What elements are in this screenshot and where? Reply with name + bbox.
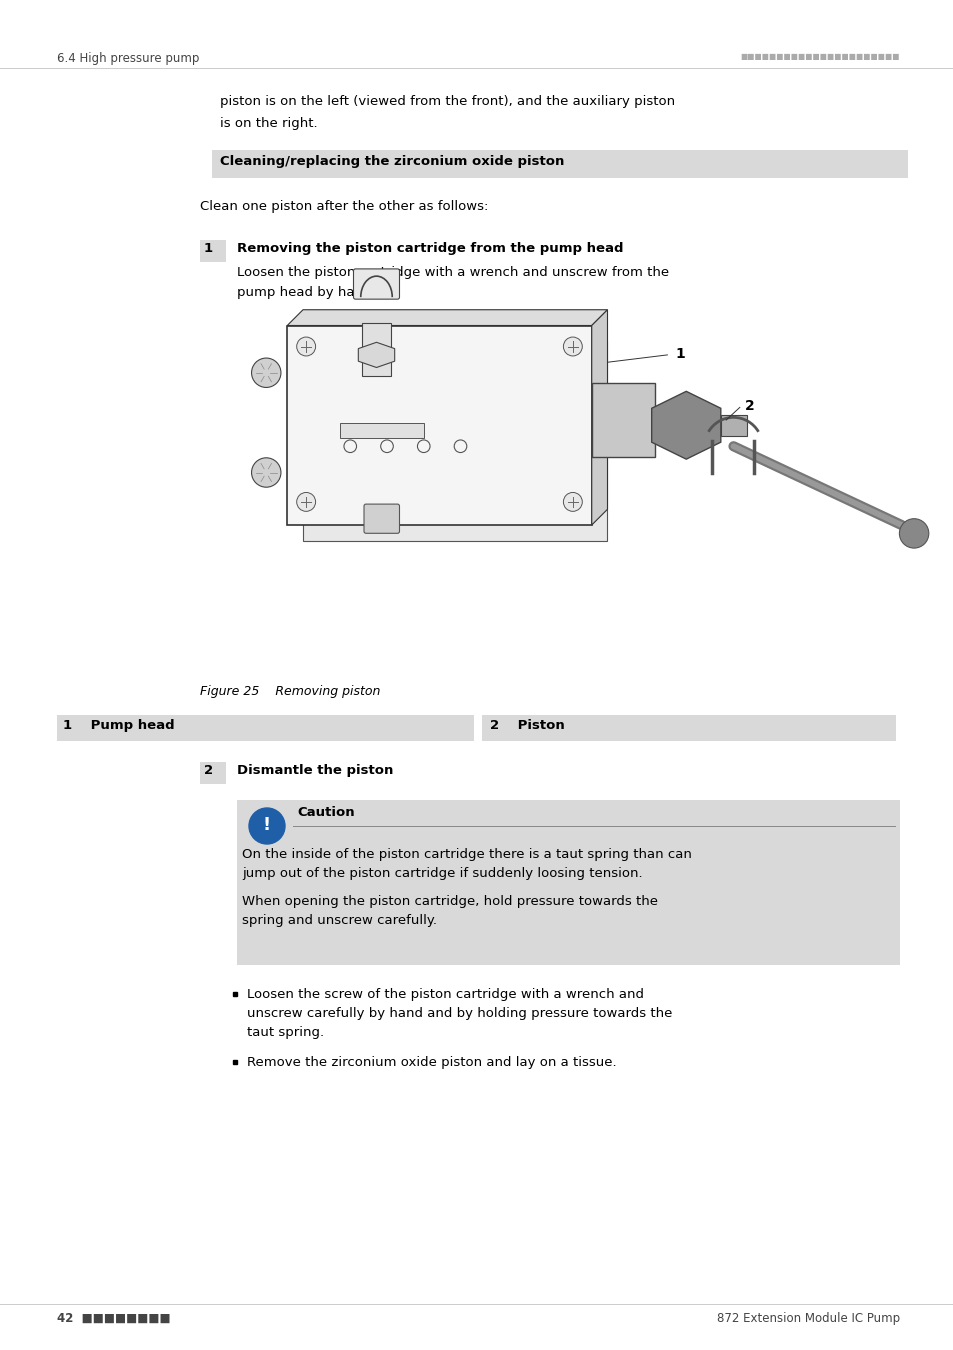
- Text: jump out of the piston cartridge if suddenly loosing tension.: jump out of the piston cartridge if sudd…: [242, 867, 642, 880]
- FancyBboxPatch shape: [364, 504, 399, 533]
- Text: 2: 2: [204, 764, 213, 778]
- Text: Remove the zirconium oxide piston and lay on a tissue.: Remove the zirconium oxide piston and la…: [247, 1056, 616, 1069]
- FancyBboxPatch shape: [591, 383, 654, 456]
- Polygon shape: [591, 309, 607, 525]
- Text: Caution: Caution: [296, 806, 355, 819]
- Polygon shape: [651, 392, 720, 459]
- Circle shape: [252, 458, 280, 487]
- Text: 872 Extension Module IC Pump: 872 Extension Module IC Pump: [716, 1312, 899, 1324]
- Text: piston is on the left (viewed from the front), and the auxiliary piston: piston is on the left (viewed from the f…: [220, 95, 675, 108]
- Text: On the inside of the piston cartridge there is a taut spring than can: On the inside of the piston cartridge th…: [242, 848, 691, 861]
- Bar: [720, 414, 746, 436]
- Bar: [57, 716, 474, 741]
- Text: When opening the piston cartridge, hold pressure towards the: When opening the piston cartridge, hold …: [242, 895, 658, 909]
- Text: 1    Pump head: 1 Pump head: [63, 720, 174, 732]
- Bar: [200, 761, 226, 784]
- Text: Loosen the piston cartridge with a wrench and unscrew from the: Loosen the piston cartridge with a wrenc…: [236, 266, 668, 279]
- Bar: [361, 324, 391, 375]
- Text: 6.4 High pressure pump: 6.4 High pressure pump: [57, 53, 199, 65]
- Text: Loosen the screw of the piston cartridge with a wrench and: Loosen the screw of the piston cartridge…: [247, 988, 643, 1000]
- Text: Removing the piston cartridge from the pump head: Removing the piston cartridge from the p…: [236, 242, 623, 255]
- Text: unscrew carefully by hand and by holding pressure towards the: unscrew carefully by hand and by holding…: [247, 1007, 672, 1021]
- Bar: [212, 150, 907, 178]
- Text: is on the right.: is on the right.: [220, 117, 317, 130]
- Text: taut spring.: taut spring.: [247, 1026, 324, 1040]
- Bar: [200, 240, 226, 262]
- Text: 1: 1: [204, 242, 213, 255]
- Polygon shape: [287, 309, 607, 325]
- Text: 2: 2: [744, 400, 754, 413]
- Text: Clean one piston after the other as follows:: Clean one piston after the other as foll…: [200, 200, 488, 213]
- Text: Figure 25    Removing piston: Figure 25 Removing piston: [200, 684, 380, 698]
- Text: 42  ■■■■■■■■: 42 ■■■■■■■■: [57, 1312, 171, 1324]
- Circle shape: [296, 338, 315, 356]
- FancyBboxPatch shape: [287, 325, 591, 525]
- Text: pump head by hand.: pump head by hand.: [236, 286, 375, 298]
- Circle shape: [563, 338, 581, 356]
- Text: Dismantle the piston: Dismantle the piston: [236, 764, 393, 778]
- Circle shape: [563, 493, 581, 512]
- Circle shape: [249, 809, 285, 844]
- FancyBboxPatch shape: [354, 269, 399, 300]
- Circle shape: [252, 358, 280, 387]
- Bar: [339, 423, 423, 437]
- Bar: [482, 716, 895, 741]
- Circle shape: [296, 493, 315, 512]
- FancyBboxPatch shape: [303, 342, 607, 541]
- Text: spring and unscrew carefully.: spring and unscrew carefully.: [242, 914, 436, 927]
- Text: 1: 1: [675, 347, 685, 360]
- Circle shape: [899, 518, 928, 548]
- Text: 2    Piston: 2 Piston: [490, 720, 565, 732]
- Bar: [236, 801, 899, 965]
- Text: !: !: [263, 815, 271, 834]
- Text: ■■■■■■■■■■■■■■■■■■■■■■: ■■■■■■■■■■■■■■■■■■■■■■: [740, 53, 899, 61]
- Text: Cleaning/replacing the zirconium oxide piston: Cleaning/replacing the zirconium oxide p…: [220, 155, 564, 167]
- Polygon shape: [358, 343, 395, 367]
